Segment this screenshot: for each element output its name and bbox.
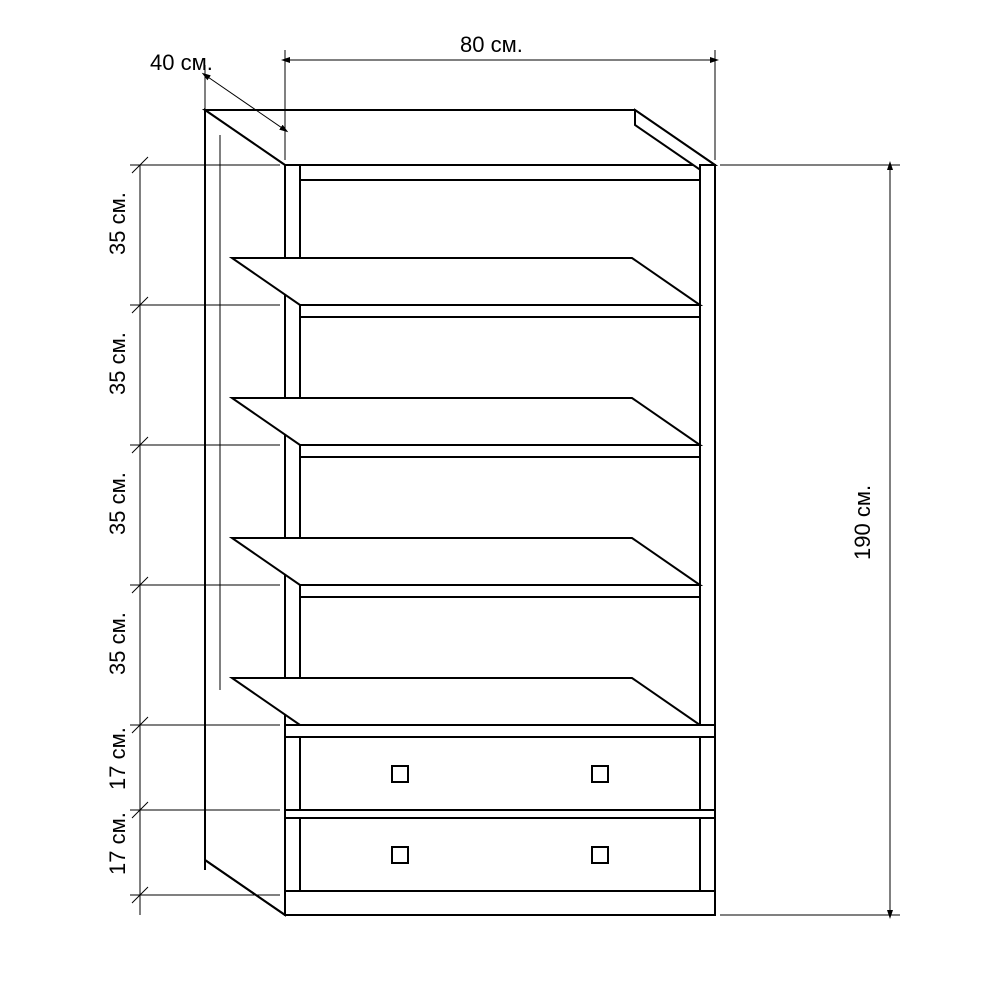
top-panel-front (285, 165, 715, 180)
shelf-4 (232, 678, 715, 737)
svg-text:40 см.: 40 см. (150, 50, 213, 75)
svg-text:35 см.: 35 см. (105, 192, 130, 255)
drawer-1 (300, 737, 700, 810)
shelf-2 (232, 398, 700, 457)
drawer-divider (285, 810, 715, 818)
svg-text:80 см.: 80 см. (460, 32, 523, 57)
shelf-3 (232, 538, 700, 597)
left-side-outer (205, 110, 285, 915)
dim-height: 190 см. (720, 165, 900, 915)
svg-text:35 см.: 35 см. (105, 332, 130, 395)
drawer-handle (592, 766, 608, 782)
shelf-1 (232, 258, 700, 317)
svg-text:190 см.: 190 см. (850, 485, 875, 560)
drawer-2 (300, 818, 700, 891)
svg-text:35 см.: 35 см. (105, 612, 130, 675)
drawer-handle (392, 847, 408, 863)
drawer-handle (392, 766, 408, 782)
drawer-handle (592, 847, 608, 863)
svg-text:35 см.: 35 см. (105, 472, 130, 535)
svg-text:17 см.: 17 см. (105, 812, 130, 875)
furniture-diagram: mebeldom mebeldom (0, 0, 1000, 1000)
svg-text:17 см.: 17 см. (105, 727, 130, 790)
plinth (285, 891, 715, 915)
right-panel-front (700, 165, 715, 915)
